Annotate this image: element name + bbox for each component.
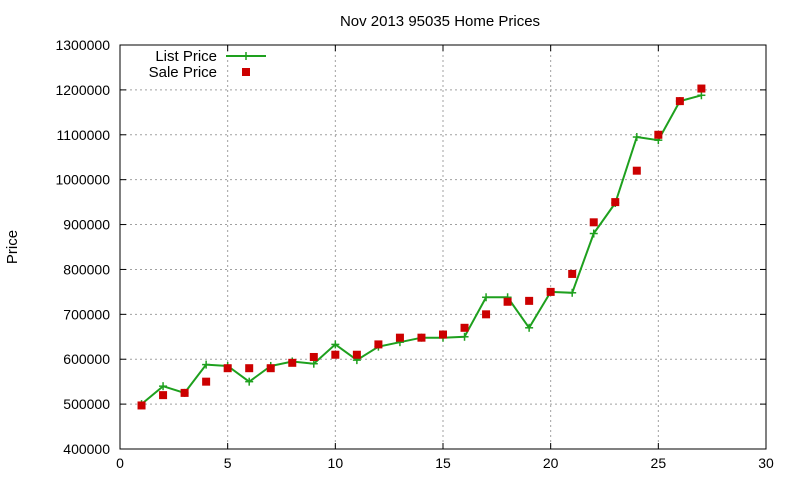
x-tick-label: 10 (328, 455, 344, 471)
sale-price-point (675, 97, 684, 106)
sale-price-point (460, 323, 469, 332)
grid (120, 45, 766, 449)
legend-plus-marker (242, 52, 250, 60)
sale-price-point (589, 218, 598, 227)
x-tick-label: 5 (224, 455, 232, 471)
list-price-point (202, 360, 211, 369)
list-price-point (525, 323, 534, 332)
y-tick-label: 700000 (63, 306, 110, 322)
sale-price-point (395, 333, 404, 342)
sale-price-point (180, 388, 189, 397)
sale-price-point (654, 130, 663, 139)
sale-price-point (352, 350, 361, 359)
series-1 (137, 84, 706, 410)
list-price-point (331, 340, 340, 349)
series-0 (137, 91, 706, 409)
sale-price-point (159, 391, 168, 400)
sale-price-point (417, 333, 426, 342)
sale-price-point (482, 310, 491, 319)
y-axis-label: Price (4, 230, 21, 264)
y-tick-label: 1300000 (55, 37, 110, 53)
sale-price-point (546, 287, 555, 296)
sale-price-point (288, 358, 297, 367)
sale-price-point (632, 166, 641, 175)
list-price-point (460, 332, 469, 341)
sale-price-point (137, 401, 146, 410)
y-tick-label: 500000 (63, 396, 110, 412)
sale-price-point (331, 350, 340, 359)
plot-frame (119, 44, 767, 450)
list-price-point (697, 91, 706, 100)
list-price-point (568, 288, 577, 297)
y-tick-label: 900000 (63, 217, 110, 233)
sale-price-point (374, 340, 383, 349)
sale-price-point (223, 364, 232, 373)
chart-title: Nov 2013 95035 Home Prices (340, 13, 540, 30)
x-tick-label: 30 (758, 455, 774, 471)
y-tick-label: 1100000 (57, 127, 111, 143)
list-price-point (245, 377, 254, 386)
list-price-line (140, 94, 702, 405)
y-tick-label: 1200000 (55, 82, 110, 98)
x-tick-label: 0 (116, 455, 124, 471)
sale-price-point (245, 364, 254, 373)
legend-label: List Price (155, 48, 217, 65)
x-tick-label: 25 (651, 455, 667, 471)
list-price-point (159, 382, 168, 391)
list-price-point (482, 293, 491, 302)
sale-price-point (611, 198, 620, 207)
sale-price-point (568, 269, 577, 278)
legend-square-marker (242, 68, 250, 76)
y-tick-label: 400000 (63, 441, 110, 457)
list-price-point (632, 133, 641, 142)
y-tick-label: 600000 (63, 351, 110, 367)
sale-price-point (439, 330, 447, 339)
x-tick-label: 20 (543, 455, 559, 471)
sale-price-point (202, 377, 211, 386)
sale-price-point (697, 84, 706, 93)
axis-ticks: 0 5 10 15 20 25 30 400000 500000 600000 700000 8000… (55, 37, 774, 471)
x-tick-label: 15 (435, 455, 451, 471)
sale-price-point (266, 364, 275, 373)
plot-series (137, 84, 706, 410)
sale-price-point (525, 296, 534, 305)
legend-label: Sale Price (149, 64, 217, 81)
sale-price-point (309, 352, 318, 361)
y-tick-label: 1000000 (55, 172, 110, 188)
sale-price-point (503, 297, 512, 306)
list-price-point (309, 359, 318, 368)
list-price-point (589, 229, 598, 238)
y-tick-label: 800000 (63, 261, 110, 277)
